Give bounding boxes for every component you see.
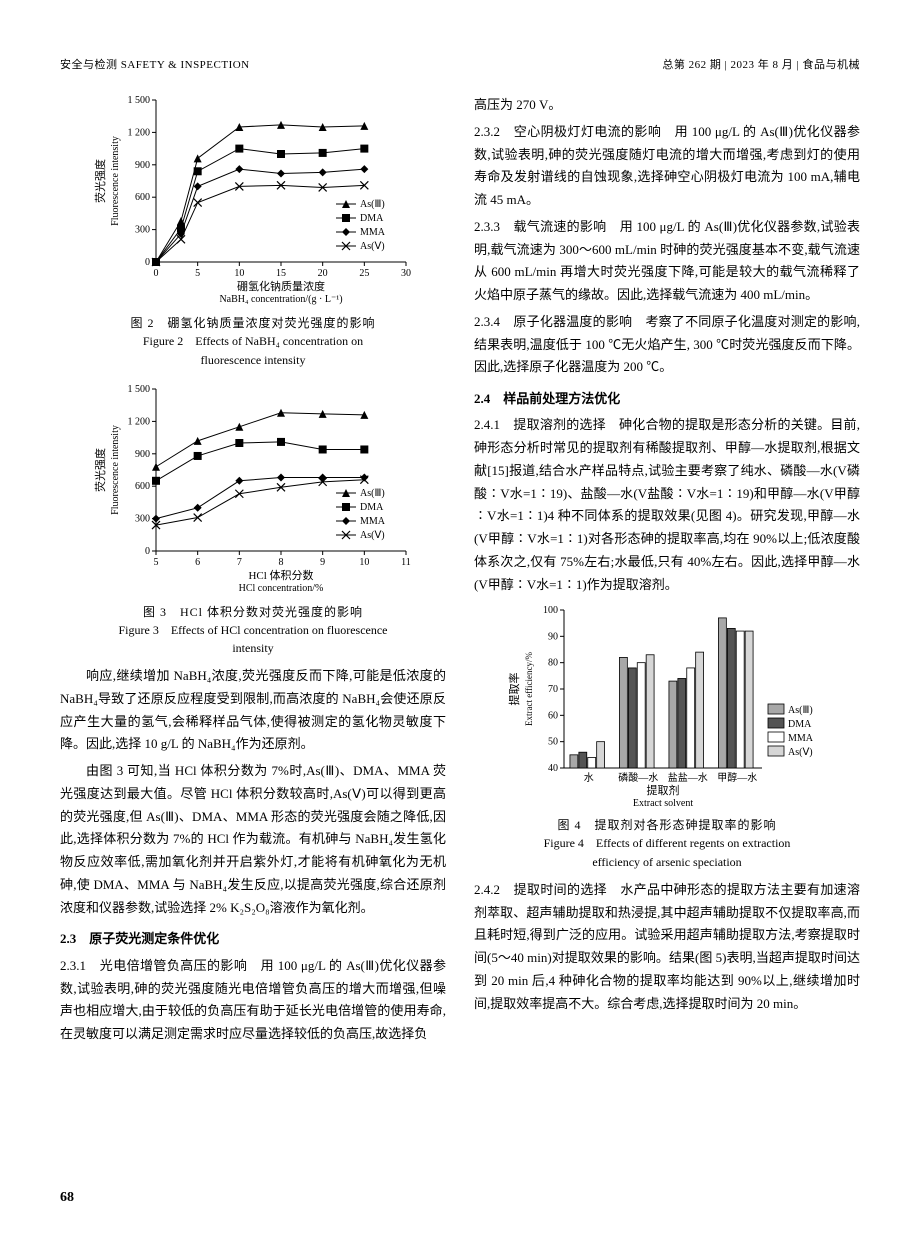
- svg-text:As(Ⅴ): As(Ⅴ): [788, 747, 813, 758]
- left-p1: 响应,继续增加 NaBH₄浓度,荧光强度反而下降,可能是低浓度的 NaBH₄导致…: [60, 665, 446, 756]
- svg-text:9: 9: [320, 557, 325, 568]
- fig4-caption-en1: Figure 4 Effects of different regents on…: [544, 835, 791, 852]
- svg-text:25: 25: [359, 268, 369, 279]
- svg-text:600: 600: [135, 192, 150, 203]
- right-p231b: 高压为 270 V。: [474, 94, 860, 117]
- svg-text:1 500: 1 500: [128, 95, 151, 106]
- svg-text:As(Ⅲ): As(Ⅲ): [788, 705, 813, 716]
- svg-text:80: 80: [548, 658, 558, 669]
- svg-text:MMA: MMA: [788, 733, 814, 744]
- svg-text:10: 10: [359, 557, 369, 568]
- fig2-caption-zh: 图 2 硼氢化钠质量浓度对荧光强度的影响: [130, 314, 375, 331]
- svg-text:5: 5: [154, 557, 159, 568]
- left-column: 03006009001 2001 500051015202530荧光强度Fluo…: [60, 90, 446, 1046]
- page-header: 安全与检测 SAFETY & INSPECTION 总第 262 期 | 202…: [60, 56, 860, 72]
- svg-text:1 200: 1 200: [128, 416, 151, 427]
- svg-text:15: 15: [276, 268, 286, 279]
- svg-text:DMA: DMA: [360, 213, 384, 224]
- page-number: 68: [60, 1190, 74, 1206]
- svg-text:MMA: MMA: [360, 227, 386, 238]
- svg-text:提取率: 提取率: [507, 673, 521, 706]
- svg-text:900: 900: [135, 448, 150, 459]
- svg-text:1 500: 1 500: [128, 384, 151, 395]
- svg-text:磷酸—水: 磷酸—水: [618, 771, 658, 784]
- svg-text:硼氢化钠质量浓度: 硼氢化钠质量浓度: [237, 279, 325, 293]
- svg-text:300: 300: [135, 513, 150, 524]
- svg-text:HCl concentration/%: HCl concentration/%: [239, 583, 324, 594]
- svg-text:6: 6: [195, 557, 200, 568]
- svg-text:DMA: DMA: [360, 502, 384, 513]
- fig3-caption-en1: Figure 3 Effects of HCl concentration on…: [118, 622, 387, 639]
- svg-text:11: 11: [401, 557, 411, 568]
- svg-text:10: 10: [234, 268, 244, 279]
- fig4-caption-zh: 图 4 提取剂对各形态砷提取率的影响: [557, 816, 776, 833]
- svg-text:8: 8: [279, 557, 284, 568]
- svg-text:甲醇—水: 甲醇—水: [717, 771, 757, 784]
- right-column: 高压为 270 V。 2.3.2 空心阴极灯灯电流的影响 用 100 μg/L …: [474, 90, 860, 1046]
- header-right: 总第 262 期 | 2023 年 8 月 | 食品与机械: [662, 56, 860, 72]
- figure-3: 0 300 600 900 1 200 1 500 5 6 7 8 9 10 11 荧光强度Fluores…: [60, 379, 446, 658]
- svg-text:40: 40: [548, 763, 558, 774]
- svg-text:0: 0: [145, 257, 150, 268]
- fig3-caption-en2: intensity: [232, 640, 273, 657]
- svg-text:30: 30: [401, 268, 411, 279]
- fig2-caption-en1: Figure 2 Effects of NaBH₄ concentration …: [143, 333, 363, 350]
- right-p233: 2.3.3 载气流速的影响 用 100 μg/L 的 As(Ⅲ)优化仪器参数,试…: [474, 216, 860, 307]
- svg-text:90: 90: [548, 632, 558, 643]
- fig4-caption-en2: efficiency of arsenic speciation: [592, 854, 741, 871]
- svg-text:HCl 体积分数: HCl 体积分数: [248, 568, 313, 582]
- header-left: 安全与检测 SAFETY & INSPECTION: [60, 56, 250, 72]
- svg-text:As(Ⅴ): As(Ⅴ): [360, 530, 385, 541]
- svg-text:0: 0: [145, 546, 150, 557]
- svg-text:7: 7: [237, 557, 242, 568]
- svg-text:0: 0: [154, 268, 159, 279]
- svg-text:荧光强度: 荧光强度: [93, 448, 107, 492]
- fig2-caption-en2: fluorescence intensity: [201, 352, 306, 369]
- left-p2: 由图 3 可知,当 HCl 体积分数为 7%时,As(Ⅲ)、DMA、MMA 荧光…: [60, 760, 446, 919]
- left-p231: 2.3.1 光电倍增管负高压的影响 用 100 μg/L 的 As(Ⅲ)优化仪器…: [60, 955, 446, 1046]
- section-2-4: 2.4 样品前处理方法优化: [474, 387, 860, 410]
- section-2-3: 2.3 原子荧光测定条件优化: [60, 927, 446, 950]
- svg-text:NaBH₄ concentration/(g · L⁻¹): NaBH₄ concentration/(g · L⁻¹): [219, 294, 342, 305]
- svg-text:Fluorescence intensity: Fluorescence intensity: [110, 136, 121, 226]
- svg-text:As(Ⅲ): As(Ⅲ): [360, 488, 385, 499]
- svg-text:荧光强度: 荧光强度: [93, 159, 107, 203]
- svg-text:50: 50: [548, 737, 558, 748]
- svg-text:As(Ⅲ): As(Ⅲ): [360, 199, 385, 210]
- svg-text:Extract efficiency/%: Extract efficiency/%: [524, 652, 534, 727]
- svg-text:900: 900: [135, 160, 150, 171]
- svg-text:MMA: MMA: [360, 516, 386, 527]
- svg-text:70: 70: [548, 684, 558, 695]
- svg-text:100: 100: [543, 605, 558, 616]
- right-p232: 2.3.2 空心阴极灯灯电流的影响 用 100 μg/L 的 As(Ⅲ)优化仪器…: [474, 121, 860, 212]
- svg-text:As(Ⅴ): As(Ⅴ): [360, 241, 385, 252]
- fig3-caption-zh: 图 3 HCl 体积分数对荧光强度的影响: [143, 603, 363, 620]
- right-p242: 2.4.2 提取时间的选择 水产品中砷形态的提取方法主要有加速溶剂萃取、超声辅助…: [474, 879, 860, 1016]
- svg-text:盐盐—水: 盐盐—水: [668, 771, 708, 784]
- right-p241: 2.4.1 提取溶剂的选择 砷化合物的提取是形态分析的关键。目前,砷形态分析时常…: [474, 414, 860, 596]
- svg-text:水: 水: [584, 772, 594, 784]
- svg-text:5: 5: [195, 268, 200, 279]
- svg-text:20: 20: [318, 268, 328, 279]
- svg-text:1 200: 1 200: [128, 127, 151, 138]
- svg-text:60: 60: [548, 711, 558, 722]
- svg-text:300: 300: [135, 225, 150, 236]
- svg-text:Fluorescence intensity: Fluorescence intensity: [110, 425, 121, 515]
- figure-4: 40 50 60 70 80 90 100 水 磷酸—水盐盐—水甲醇—水 提取率Extract e…: [474, 602, 860, 871]
- svg-text:Extract solvent: Extract solvent: [633, 798, 693, 809]
- right-p234: 2.3.4 原子化器温度的影响 考察了不同原子化温度对测定的影响,结果表明,温度…: [474, 311, 860, 379]
- svg-text:提取剂: 提取剂: [647, 783, 680, 797]
- figure-2: 0 300 600 900 1 200 1 500 0 5 10 15 20 25 30 荧光强度Fluo…: [60, 90, 446, 369]
- svg-text:600: 600: [135, 481, 150, 492]
- svg-text:DMA: DMA: [788, 719, 812, 730]
